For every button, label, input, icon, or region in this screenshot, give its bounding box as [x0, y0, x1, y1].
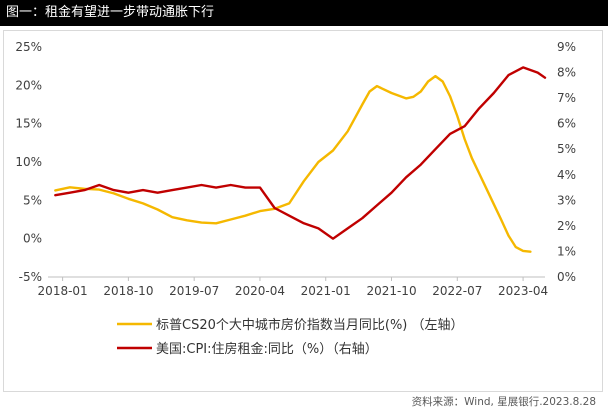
y-right-tick-label: 4%	[557, 168, 576, 182]
y-left-tick-label: -5%	[19, 270, 42, 284]
source-note: 资料来源：Wind, 星展银行.2023.8.28	[411, 396, 596, 408]
y-right-tick-label: 9%	[557, 40, 576, 54]
x-tick-label: 2023-04	[498, 284, 548, 298]
y-right-tick-label: 6%	[557, 117, 576, 131]
x-tick-label: 2020-04	[235, 284, 285, 298]
y-left-tick-label: 20%	[15, 78, 42, 92]
series-line-cs20	[54, 74, 532, 253]
y-right-tick-label: 8%	[557, 66, 576, 80]
y-right-tick-label: 2%	[557, 219, 576, 233]
y-right-tick-label: 0%	[557, 270, 576, 284]
chart-frame: 2018-01 2018-10 2019-07 2020-04 2021-01 2021-…	[3, 30, 603, 392]
x-tick-label: 2021-10	[366, 284, 416, 298]
x-tick-label: 2019-07	[169, 284, 219, 298]
y-left-tick-label: 10%	[15, 155, 42, 169]
y-right-tick-label: 5%	[557, 142, 576, 156]
y-right-tick-label: 3%	[557, 193, 576, 207]
legend-item-cs20-label: 标普CS20个大中城市房价指数当月同比(%) （左轴）	[156, 317, 464, 333]
series-line-cpi-rent	[54, 66, 547, 240]
y-left-tick-label: 0%	[23, 232, 42, 246]
figure-title: 图一：租金有望进一步带动通胀下行	[0, 0, 608, 26]
y-right-tick-label: 7%	[557, 91, 576, 105]
line-chart: 2018-01 2018-10 2019-07 2020-04 2021-01 2021-…	[15, 40, 576, 357]
x-tick-label: 2022-07	[432, 284, 482, 298]
x-tick-label: 2018-10	[103, 284, 153, 298]
y-left-tick-label: 25%	[15, 40, 42, 54]
y-right-tick-label: 1%	[557, 244, 576, 258]
y-left-tick-label: 5%	[23, 193, 42, 207]
y-left-tick-label: 15%	[15, 117, 42, 131]
x-tick-label: 2021-01	[301, 284, 351, 298]
x-tick-label: 2018-01	[38, 284, 88, 298]
legend-item-cpi-rent-label: 美国:CPI:住房租金:同比（%）（右轴）	[156, 341, 378, 357]
